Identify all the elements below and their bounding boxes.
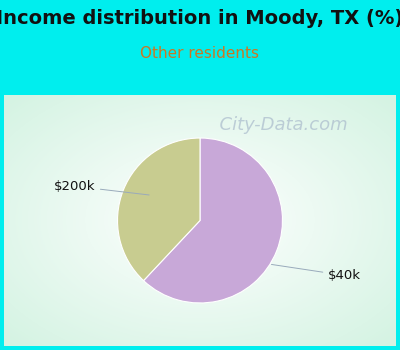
Text: $40k: $40k bbox=[272, 265, 361, 282]
Text: Other residents: Other residents bbox=[140, 46, 260, 61]
Wedge shape bbox=[118, 138, 200, 281]
Text: Income distribution in Moody, TX (%): Income distribution in Moody, TX (%) bbox=[0, 9, 400, 28]
Wedge shape bbox=[144, 138, 282, 303]
Text: City-Data.com: City-Data.com bbox=[208, 116, 348, 134]
Text: $200k: $200k bbox=[53, 180, 149, 195]
